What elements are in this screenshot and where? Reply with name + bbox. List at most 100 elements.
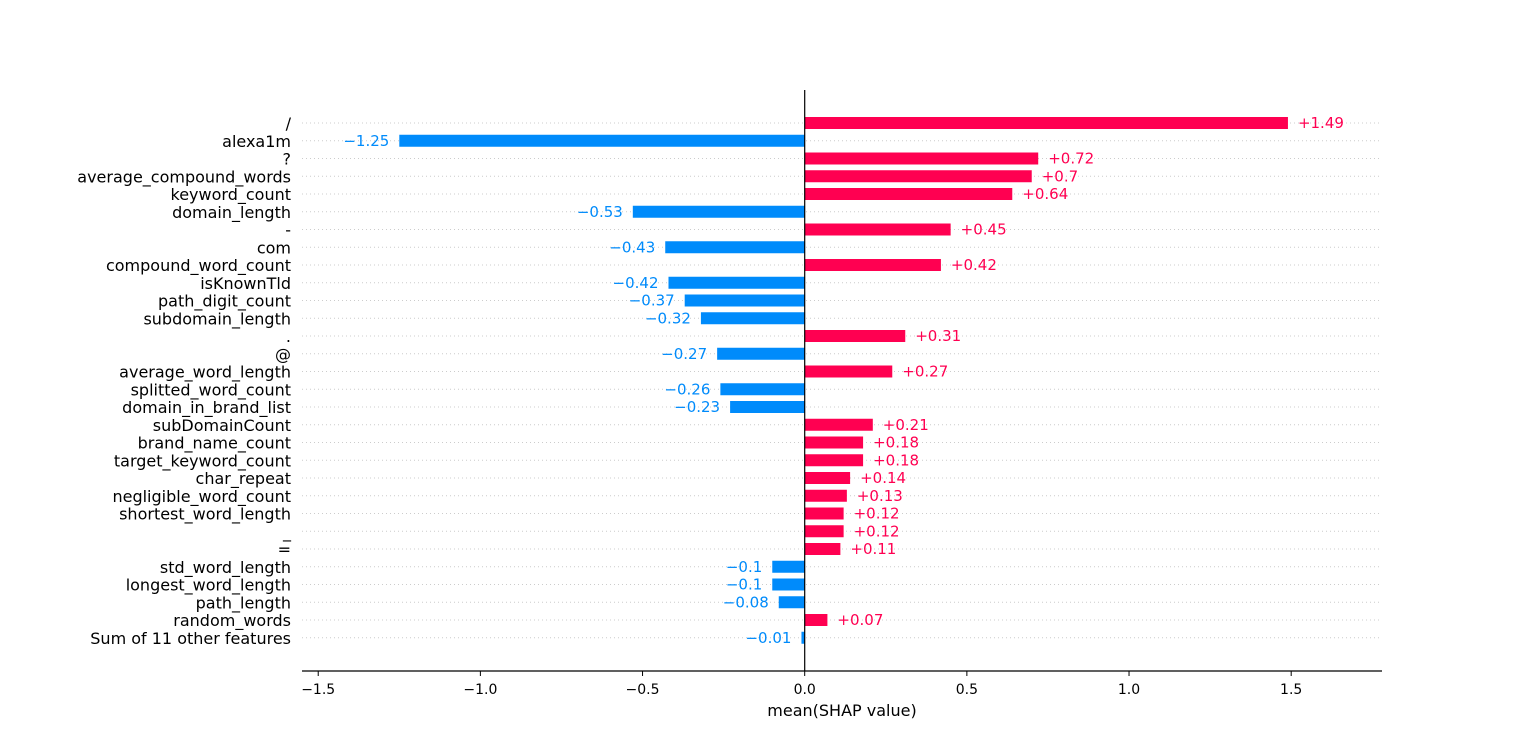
- feature-label: Sum of 11 other features: [90, 629, 291, 648]
- feature-label: path_digit_count: [158, 292, 291, 312]
- bar-25: [772, 560, 805, 573]
- bar-8: [804, 259, 941, 271]
- bar-17: [804, 418, 873, 431]
- feature-label: @: [275, 345, 291, 364]
- feature-label: shortest_word_length: [119, 505, 291, 525]
- bar-29: [801, 631, 805, 644]
- feature-label: splitted_word_count: [131, 380, 291, 400]
- bar-21: [804, 489, 847, 502]
- feature-label: =: [278, 540, 291, 559]
- x-axis-title: mean(SHAP value): [767, 701, 916, 720]
- bar-13: [717, 347, 805, 360]
- value-label: −0.23: [674, 398, 720, 416]
- bar-9: [668, 276, 805, 289]
- bar-5: [632, 205, 805, 218]
- value-label: −0.01: [745, 629, 791, 647]
- feature-label: path_length: [196, 593, 291, 613]
- value-label: +0.27: [902, 363, 948, 381]
- feature-label: -: [285, 221, 291, 240]
- value-label: +1.49: [1298, 114, 1344, 132]
- bar-28: [804, 614, 828, 626]
- x-tick-label: −0.5: [626, 682, 660, 698]
- value-label: +0.7: [1042, 167, 1078, 185]
- value-label: −0.1: [726, 576, 762, 594]
- bar-18: [804, 436, 864, 449]
- bar-1: [399, 134, 805, 147]
- x-tick-label: −1.5: [301, 682, 335, 698]
- value-label: +0.12: [854, 505, 900, 523]
- bar-26: [772, 578, 805, 591]
- value-label: +0.07: [837, 611, 883, 629]
- feature-label: keyword_count: [171, 185, 291, 205]
- bar-11: [700, 312, 805, 325]
- feature-label: alexa1m: [222, 132, 291, 151]
- feature-label: std_word_length: [160, 558, 291, 578]
- feature-label: longest_word_length: [126, 576, 291, 596]
- x-tick-label: 1.0: [1118, 682, 1140, 698]
- bar-0: [804, 117, 1288, 129]
- value-label: −0.08: [723, 593, 769, 611]
- feature-label: average_compound_words: [77, 167, 291, 187]
- value-labels: +1.49 −1.25 +0.72+0.7+0.64 −0.53 +0.45 −0.43 +…: [343, 114, 1344, 647]
- feature-label: compound_word_count: [106, 256, 291, 276]
- bar-3: [804, 170, 1032, 183]
- value-label: −0.32: [645, 309, 691, 327]
- bar-16: [730, 401, 805, 413]
- value-label: +0.18: [873, 451, 919, 469]
- feature-label: domain_in_brand_list: [122, 398, 291, 418]
- value-label: −0.37: [629, 292, 675, 310]
- feature-label: average_word_length: [119, 363, 291, 383]
- feature-label: subdomain_length: [143, 309, 291, 329]
- bar-7: [665, 241, 805, 254]
- value-label: +0.13: [857, 487, 903, 505]
- bar-23: [804, 525, 844, 538]
- value-label: −1.25: [343, 132, 389, 150]
- bar-10: [684, 294, 805, 307]
- bar-6: [804, 223, 951, 236]
- value-label: +0.45: [961, 221, 1007, 239]
- bar-12: [804, 330, 906, 342]
- x-tick-label: 0.5: [956, 682, 978, 698]
- value-label: +0.14: [860, 469, 906, 487]
- value-label: −0.53: [577, 203, 623, 221]
- feature-label: char_repeat: [196, 469, 291, 489]
- bars: [399, 117, 1288, 644]
- feature-label: brand_name_count: [138, 434, 291, 454]
- value-label: +0.31: [915, 327, 961, 345]
- grid-lines: [302, 122, 1382, 639]
- feature-label: com: [257, 238, 291, 257]
- feature-label: subDomainCount: [153, 416, 291, 435]
- bar-20: [804, 472, 851, 484]
- x-tick-label: 0.0: [794, 682, 816, 698]
- bar-15: [720, 383, 805, 396]
- feature-label: domain_length: [172, 203, 291, 223]
- bar-22: [804, 507, 844, 520]
- feature-labels: /alexa1m?average_compound_wordskeyword_c…: [77, 114, 292, 648]
- value-label: −0.42: [613, 274, 659, 292]
- bar-2: [804, 152, 1039, 165]
- value-label: +0.64: [1022, 185, 1068, 203]
- feature-label: negligible_word_count: [112, 487, 291, 507]
- feature-label: .: [286, 327, 291, 346]
- feature-label: random_words: [173, 611, 291, 631]
- bar-27: [778, 596, 805, 609]
- bar-4: [804, 188, 1013, 200]
- feature-label: /: [286, 114, 292, 133]
- x-tick-label: −1.0: [463, 682, 497, 698]
- value-label: −0.1: [726, 558, 762, 576]
- value-label: −0.27: [661, 345, 707, 363]
- value-label: −0.26: [664, 380, 710, 398]
- value-label: +0.11: [850, 540, 896, 558]
- bar-19: [804, 454, 864, 467]
- x-axis-ticks: −1.5 −1.0 −0.5 0.0 0.5 1.0 1.5: [301, 671, 1302, 698]
- value-label: +0.18: [873, 434, 919, 452]
- bar-24: [804, 543, 841, 555]
- value-label: +0.72: [1048, 150, 1094, 168]
- feature-label: isKnownTld: [200, 274, 291, 293]
- value-label: +0.21: [883, 416, 929, 434]
- value-label: +0.42: [951, 256, 997, 274]
- x-tick-label: 1.5: [1280, 682, 1302, 698]
- feature-label: _: [282, 522, 292, 542]
- bar-14: [804, 365, 893, 378]
